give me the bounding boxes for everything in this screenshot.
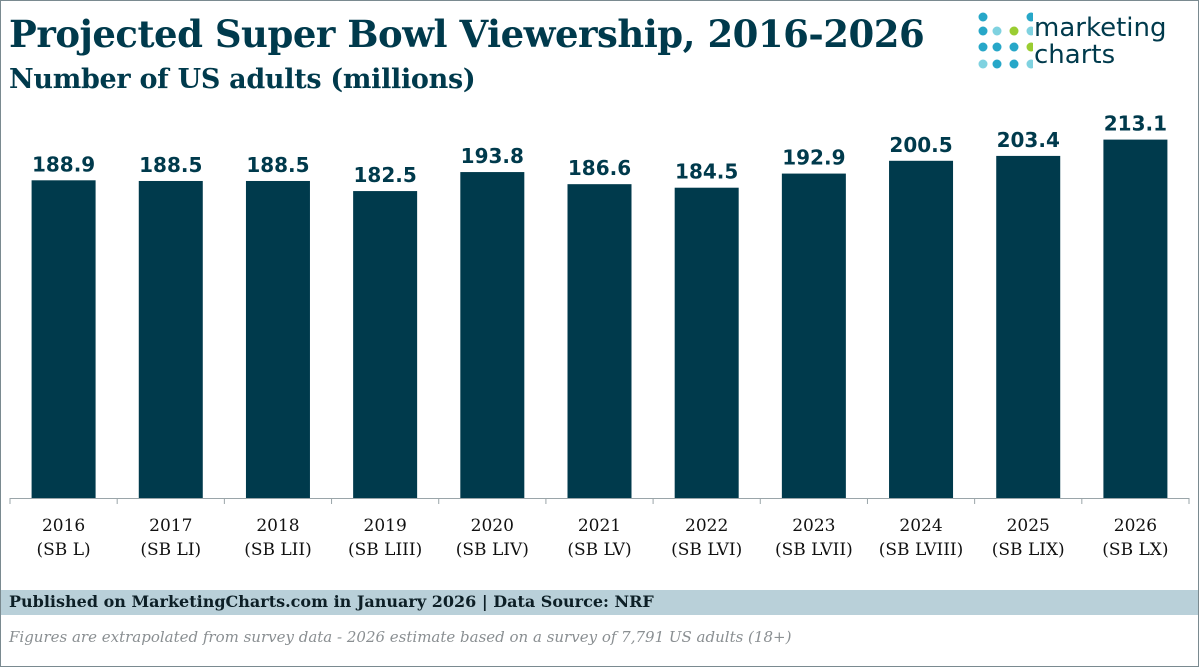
x-tick-label-superbowl: (SB LII) bbox=[244, 540, 312, 560]
value-label-2016: 188.9 bbox=[32, 152, 95, 176]
x-tick-label-superbowl: (SB L) bbox=[37, 540, 91, 560]
value-label-2023: 192.9 bbox=[782, 146, 845, 170]
x-tick-label-superbowl: (SB LIV) bbox=[456, 540, 529, 560]
bar-2021 bbox=[567, 184, 632, 498]
value-label-2020: 193.8 bbox=[461, 144, 524, 168]
x-tick-label-year: 2020 bbox=[471, 516, 514, 536]
value-label-2019: 182.5 bbox=[354, 163, 417, 187]
x-tick-label-superbowl: (SB LI) bbox=[140, 540, 201, 560]
x-tick-label-superbowl: (SB LIX) bbox=[992, 540, 1065, 560]
value-label-2024: 200.5 bbox=[889, 133, 952, 157]
bar-2019 bbox=[353, 191, 418, 498]
bar-2018 bbox=[245, 180, 310, 498]
x-tick-label-year: 2023 bbox=[792, 516, 835, 536]
footer-bar: Published on MarketingCharts.com in Janu… bbox=[1, 590, 1198, 615]
x-tick-label-year: 2016 bbox=[42, 516, 85, 536]
bar-2022 bbox=[674, 187, 739, 499]
x-tick-label-superbowl: (SB LV) bbox=[567, 540, 631, 560]
x-tick-label-year: 2025 bbox=[1007, 516, 1050, 536]
bar-2026 bbox=[1103, 139, 1168, 498]
methodology-note: Figures are extrapolated from survey dat… bbox=[9, 628, 792, 646]
x-tick-label-year: 2019 bbox=[364, 516, 407, 536]
logo-text-charts: charts bbox=[1034, 40, 1116, 70]
value-label-2026: 213.1 bbox=[1104, 112, 1167, 136]
chart-subtitle: Number of US adults (millions) bbox=[9, 64, 476, 95]
bar-2020 bbox=[460, 172, 525, 498]
x-tick-label-year: 2024 bbox=[899, 516, 942, 536]
x-tick-label-year: 2018 bbox=[256, 516, 299, 536]
value-label-2021: 186.6 bbox=[568, 156, 631, 180]
x-tick-label-superbowl: (SB LVI) bbox=[671, 540, 742, 560]
marketing-charts-logo: marketing charts bbox=[977, 11, 1192, 73]
bar-2023 bbox=[781, 173, 846, 498]
value-label-2022: 184.5 bbox=[675, 160, 738, 184]
x-tick-label-superbowl: (SB LX) bbox=[1102, 540, 1168, 560]
bar-2024 bbox=[889, 160, 954, 498]
bar-chart: 188.9 2016 (SB L) 188.5 2017 (SB LI) 188.5 2018… bbox=[9, 112, 1190, 560]
x-tick-label-superbowl: (SB LVIII) bbox=[879, 540, 964, 560]
bar-2016 bbox=[31, 180, 96, 498]
value-label-2025: 203.4 bbox=[997, 128, 1060, 152]
x-tick-label-year: 2021 bbox=[578, 516, 621, 536]
published-source-text: Published on MarketingCharts.com in Janu… bbox=[9, 592, 654, 611]
logo-text-marketing: marketing bbox=[1034, 13, 1167, 43]
value-label-2018: 188.5 bbox=[246, 153, 309, 177]
x-tick-label-superbowl: (SB LIII) bbox=[348, 540, 422, 560]
bar-2017 bbox=[138, 180, 203, 498]
value-label-2017: 188.5 bbox=[139, 153, 202, 177]
bar-2025 bbox=[996, 155, 1061, 498]
chart-title: Projected Super Bowl Viewership, 2016-20… bbox=[9, 12, 925, 56]
x-tick-label-year: 2026 bbox=[1114, 516, 1157, 536]
logo-dots-icon bbox=[978, 12, 1033, 69]
x-tick-label-superbowl: (SB LVII) bbox=[775, 540, 853, 560]
x-tick-label-year: 2017 bbox=[149, 516, 192, 536]
x-tick-label-year: 2022 bbox=[685, 516, 728, 536]
